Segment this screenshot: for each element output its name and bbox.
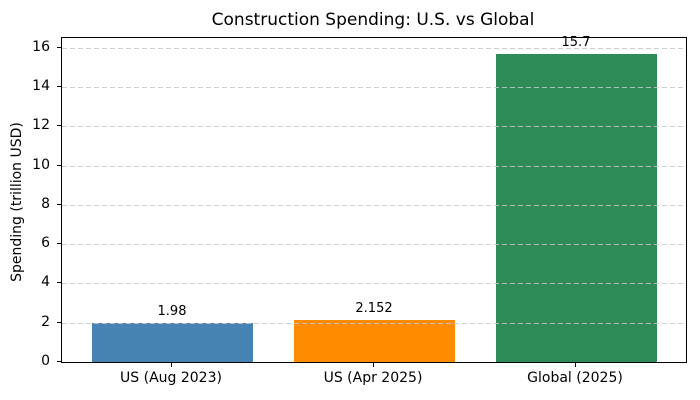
y-tick-label: 10	[32, 156, 50, 173]
x-tick-label: Global (2025)	[527, 370, 623, 386]
y-tick-mark	[57, 282, 61, 284]
y-tick-label: 2	[41, 313, 50, 330]
bar-1	[91, 323, 253, 362]
x-tick-mark	[171, 363, 172, 367]
x-tick-label: US (Apr 2025)	[323, 370, 423, 386]
bar-value-label: 2.152	[355, 301, 393, 316]
y-tick-label: 6	[41, 235, 50, 252]
chart-title: Construction Spending: U.S. vs Global	[211, 10, 535, 30]
gridline-6	[62, 244, 686, 246]
y-tick-mark	[57, 361, 61, 362]
x-tick-label: US (Aug 2023)	[120, 370, 222, 386]
plot-area: 1.98 2.152 15.7	[61, 35, 687, 363]
gridline-10	[62, 165, 686, 167]
y-tick-label: 0	[41, 353, 50, 369]
gridline-14	[62, 87, 686, 89]
gridline-2	[62, 322, 686, 324]
bar-value-label: 15.7	[561, 35, 591, 50]
y-tick-mark	[57, 86, 61, 88]
y-tick-label: 14	[32, 78, 50, 95]
x-tick-mark	[575, 363, 576, 367]
y-tick-mark	[57, 321, 61, 323]
bar-3	[495, 54, 657, 362]
y-tick-mark	[57, 243, 61, 245]
y-tick-mark	[57, 125, 61, 127]
gridline-16	[62, 47, 686, 49]
y-tick-label: 8	[41, 195, 50, 212]
y-tick-mark	[57, 46, 61, 48]
gridline-8	[62, 204, 686, 206]
y-tick-label: 12	[32, 117, 50, 134]
y-tick-mark	[57, 164, 61, 166]
bar-2	[293, 320, 455, 362]
y-tick-label: 16	[32, 38, 50, 55]
gridline-4	[62, 283, 686, 285]
y-tick-label: 4	[41, 274, 50, 291]
x-tick-mark	[373, 363, 374, 367]
y-tick-mark	[57, 203, 61, 205]
bar-value-label: 1.98	[157, 304, 187, 319]
gridline-12	[62, 126, 686, 128]
